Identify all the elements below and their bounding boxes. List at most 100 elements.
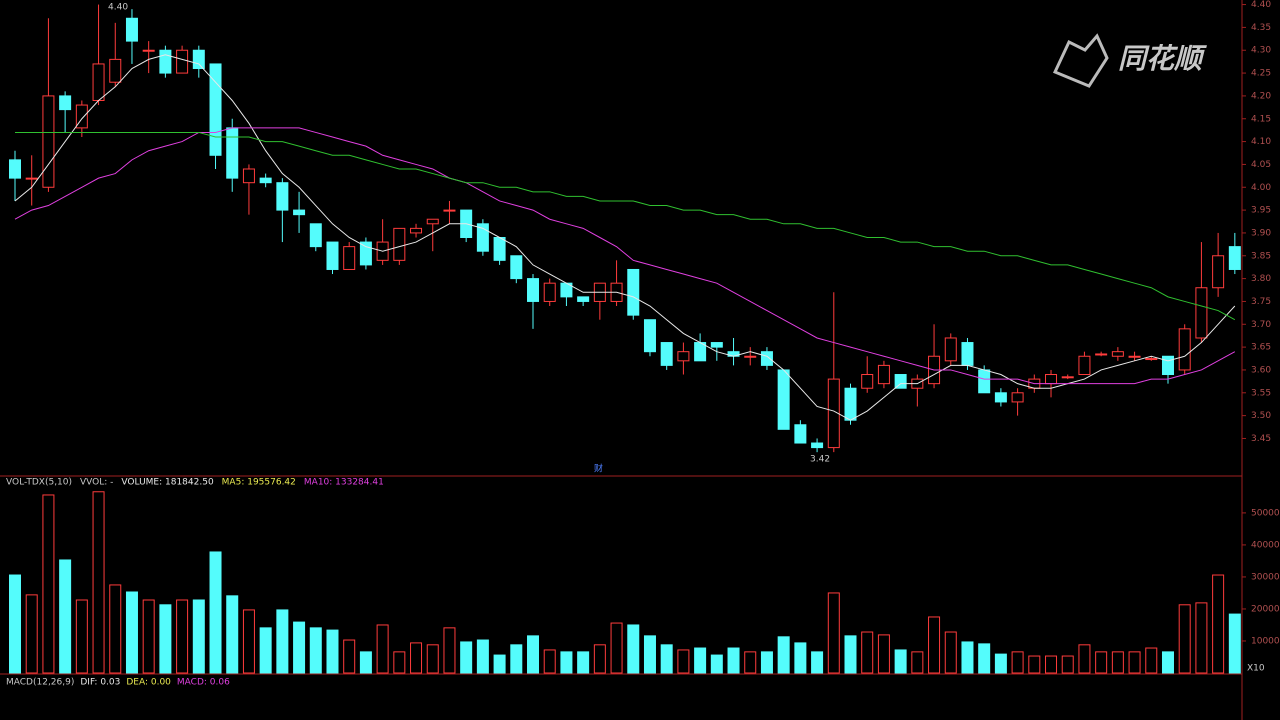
candle-body xyxy=(176,49,189,74)
y-tick-label: 3.60 xyxy=(1251,365,1271,375)
candle-body xyxy=(1111,351,1124,357)
volume-bar xyxy=(359,651,372,674)
y-tick-label: 3.65 xyxy=(1251,343,1271,353)
candle-body xyxy=(543,282,556,302)
candle-body xyxy=(326,241,339,270)
volume-bar xyxy=(978,643,991,674)
logo: 同花顺 xyxy=(1052,33,1207,88)
candle-body xyxy=(1011,392,1024,403)
volume-bar xyxy=(510,644,523,674)
candle-body xyxy=(443,209,456,212)
volume-bar xyxy=(694,647,707,674)
y-tick-label: 3.75 xyxy=(1251,297,1271,307)
volume-bar xyxy=(109,584,122,674)
candle-body xyxy=(276,182,289,211)
volume-bar xyxy=(1228,613,1241,674)
volume-bar xyxy=(660,644,673,674)
volume-bar xyxy=(226,595,239,674)
y-tick-label: 4.25 xyxy=(1251,69,1271,79)
y-tick-label: 3.50 xyxy=(1251,411,1271,421)
candle-body xyxy=(209,63,222,156)
candle-body xyxy=(827,378,840,449)
y-tick-label: 3.80 xyxy=(1251,274,1271,284)
volume-bar xyxy=(794,642,807,674)
volume-bar xyxy=(577,651,590,674)
y-tick-label: 3.95 xyxy=(1251,206,1271,216)
candle-body xyxy=(293,209,306,216)
volume-bar xyxy=(643,635,656,674)
y-tick-label: 3.70 xyxy=(1251,320,1271,330)
volume-bar xyxy=(961,641,974,674)
volume-bar xyxy=(142,599,155,674)
logo-text: 同花顺 xyxy=(1118,42,1207,75)
volume-bar xyxy=(627,624,640,674)
volume-bar xyxy=(827,592,840,674)
event-marker: 财 xyxy=(594,463,603,475)
volume-bar xyxy=(460,641,473,674)
candle-body xyxy=(961,342,974,366)
volume-bar xyxy=(1161,651,1174,674)
volume-bar xyxy=(928,616,941,674)
legend-item: VOLUME: 181842.50 xyxy=(121,478,214,488)
candle-body xyxy=(811,442,824,449)
volume-bar xyxy=(1078,644,1091,674)
candle-body xyxy=(109,58,122,83)
legend-item: MA10: 133284.41 xyxy=(304,478,384,488)
volume-bar xyxy=(944,631,957,674)
logo-icon xyxy=(1052,33,1109,88)
candle-body xyxy=(1095,353,1108,356)
candle-body xyxy=(1228,246,1241,270)
volume-bar xyxy=(293,621,306,674)
volume-bar xyxy=(1145,647,1158,674)
candle-body xyxy=(42,95,55,188)
legend-item: MACD: 0.06 xyxy=(177,678,230,688)
candle-body xyxy=(1078,355,1091,376)
volume-bar xyxy=(593,644,606,674)
volume-bar xyxy=(1178,604,1191,674)
candle-body xyxy=(844,387,857,421)
y-tick-label: 50000 xyxy=(1251,508,1280,518)
volume-bar xyxy=(410,642,423,674)
volume-bar xyxy=(911,651,924,674)
candle-body xyxy=(1045,374,1058,385)
candle-body xyxy=(643,319,656,353)
candle-body xyxy=(359,241,372,266)
volume-bar xyxy=(426,644,439,674)
candle-body xyxy=(226,127,239,179)
y-tick-label: 4.05 xyxy=(1251,160,1271,170)
candle-body xyxy=(476,223,489,252)
y-tick-label: 4.15 xyxy=(1251,114,1271,124)
volume-bar xyxy=(25,594,38,674)
candle-body xyxy=(410,227,423,234)
volume-bar xyxy=(343,639,356,674)
unit-label: X10 xyxy=(1247,664,1265,674)
y-tick-label: 4.30 xyxy=(1251,46,1271,56)
candle-body xyxy=(159,49,172,74)
candle-body xyxy=(861,374,874,389)
volume-bar xyxy=(259,627,272,674)
volume-bar xyxy=(75,599,88,674)
y-tick-label: 3.45 xyxy=(1251,434,1271,444)
volume-bar xyxy=(1111,651,1124,674)
candle-body xyxy=(343,246,356,270)
volume-bar xyxy=(493,654,506,674)
candle-body xyxy=(777,369,790,430)
candle-body xyxy=(493,237,506,261)
candle-body xyxy=(25,177,38,180)
volume-bar xyxy=(710,654,723,674)
y-tick-label: 4.35 xyxy=(1251,23,1271,33)
volume-bar xyxy=(727,647,740,674)
volume-bar xyxy=(677,649,690,674)
legend-item: MA5: 195576.42 xyxy=(222,478,296,488)
legend-item: DEA: 0.00 xyxy=(126,678,171,688)
candle-body xyxy=(710,342,723,348)
candle-body xyxy=(309,223,322,248)
y-tick-label: 10000 xyxy=(1251,636,1280,646)
candle-body xyxy=(242,168,255,184)
candle-body xyxy=(894,374,907,389)
volume-bar xyxy=(1061,655,1074,674)
candle-body xyxy=(259,177,272,184)
volume-bar xyxy=(844,635,857,674)
volume-bar xyxy=(543,649,556,674)
